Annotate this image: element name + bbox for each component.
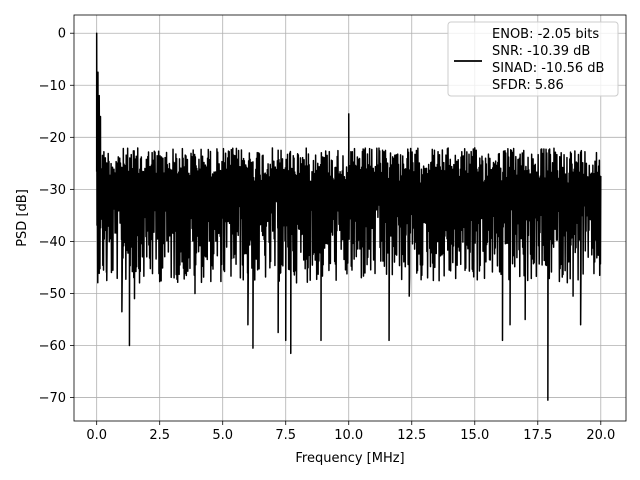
legend-entry-line: SNR: -10.39 dB — [492, 44, 590, 59]
y-tick-label: −50 — [39, 287, 66, 302]
x-tick-label: 20.0 — [586, 428, 615, 443]
plot-clip-group — [95, 32, 602, 401]
legend-entry-line: SINAD: -10.56 dB — [492, 61, 604, 76]
x-tick-label: 15.0 — [460, 428, 489, 443]
x-axis-label: Frequency [MHz] — [295, 451, 404, 466]
x-tick-label: 17.5 — [523, 428, 552, 443]
x-tick-label: 2.5 — [149, 428, 170, 443]
y-axis: 0 −10 −20 −30 −40 −50 −60 −70 — [39, 27, 74, 406]
x-tick-label: 10.0 — [334, 428, 363, 443]
x-tick-label: 7.5 — [275, 428, 296, 443]
legend-entry-line: ENOB: -2.05 bits — [492, 27, 599, 42]
y-tick-label: −30 — [39, 183, 66, 198]
legend-box — [447, 21, 619, 97]
x-tick-label: 0.0 — [86, 428, 107, 443]
y-tick-label: 0 — [58, 27, 66, 42]
y-tick-label: −60 — [39, 339, 66, 354]
legend: ENOB: -2.05 bits SNR: -10.39 dB SINAD: -10… — [447, 21, 619, 97]
x-axis: 0.0 2.5 5.0 7.5 10.0 12.5 15.0 17.5 20.0 — [86, 421, 615, 443]
y-tick-label: −10 — [39, 79, 66, 94]
y-tick-label: −70 — [39, 391, 66, 406]
x-tick-label: 12.5 — [397, 428, 426, 443]
y-tick-label: −20 — [39, 131, 66, 146]
psd-series-line — [95, 32, 602, 401]
plot-frame — [73, 14, 627, 422]
x-tick-label: 5.0 — [212, 428, 233, 443]
legend-entry-line: SFDR: 5.86 — [492, 78, 564, 93]
y-tick-label: −40 — [39, 235, 66, 250]
y-axis-label: PSD [dB] — [15, 189, 30, 247]
